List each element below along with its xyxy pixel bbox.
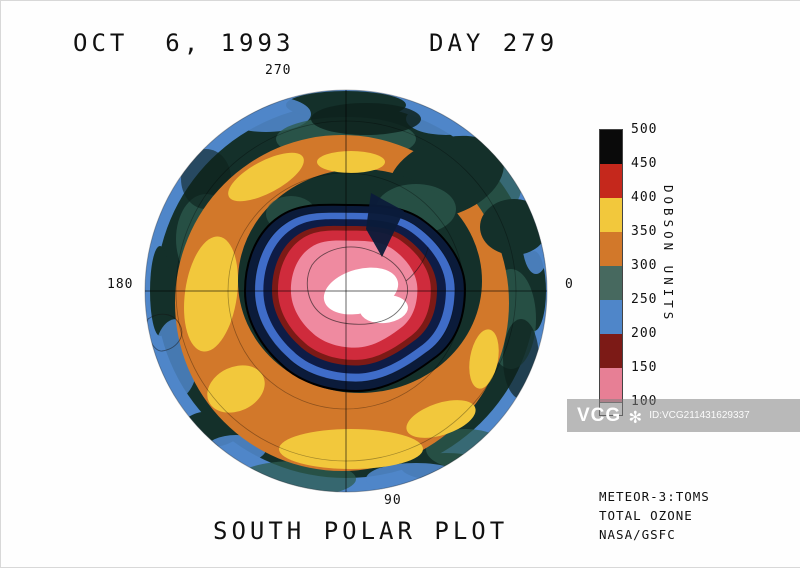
colorbar-tick-350: 350 — [631, 224, 658, 239]
graticule — [145, 90, 547, 492]
colorbar-tick-500: 500 — [631, 122, 658, 137]
vcg-flower-icon: ✻ — [629, 403, 642, 428]
colorbar-tick-250: 250 — [631, 292, 658, 307]
colorbar-segment — [600, 232, 622, 266]
colorbar-segment — [600, 198, 622, 232]
vcg-id-label: ID:VCG211431629337 — [649, 410, 750, 421]
yellow-400-patches — [184, 151, 499, 469]
colorbar-legend: 500 450 400 350 300 250 200 150 100 DOBS… — [599, 121, 789, 421]
ozone-hole-rings — [244, 193, 466, 392]
colorbar-segment — [600, 266, 622, 300]
colorbar-segment — [600, 334, 622, 368]
colorbar-tick-200: 200 — [631, 326, 658, 341]
date-label: OCT 6, 1993 — [73, 29, 295, 57]
credits-block: METEOR-3:TOMS TOTAL OZONE NASA/GSFC — [599, 487, 710, 544]
credit-quantity: TOTAL OZONE — [599, 508, 693, 523]
vcg-watermark: VCG ✻ ID:VCG211431629337 — [567, 399, 800, 432]
azimuth-label-90: 90 — [384, 493, 402, 508]
day-of-year-label: DAY 279 — [429, 29, 559, 57]
colorbar-tick-450: 450 — [631, 156, 658, 171]
colorbar — [599, 129, 623, 416]
vcg-brand-label: VCG — [577, 404, 622, 426]
plot-title: SOUTH POLAR PLOT — [213, 517, 509, 545]
azimuth-label-0: 0 — [565, 277, 574, 292]
polar-ozone-map — [144, 89, 548, 493]
colorbar-segment — [600, 130, 622, 164]
colorbar-segment — [600, 368, 622, 402]
azimuth-label-270: 270 — [265, 63, 292, 78]
credit-instrument: METEOR-3:TOMS — [599, 489, 710, 504]
azimuth-label-180: 180 — [107, 277, 134, 292]
credit-agency: NASA/GSFC — [599, 527, 676, 542]
colorbar-segment — [600, 300, 622, 334]
colorbar-segment — [600, 164, 622, 198]
colorbar-tick-300: 300 — [631, 258, 658, 273]
colorbar-tick-150: 150 — [631, 360, 658, 375]
hole-top-dark-spike — [366, 193, 404, 257]
colorbar-tick-400: 400 — [631, 190, 658, 205]
colorbar-units-label: DOBSON UNITS — [661, 185, 676, 324]
plot-rim — [144, 89, 548, 493]
